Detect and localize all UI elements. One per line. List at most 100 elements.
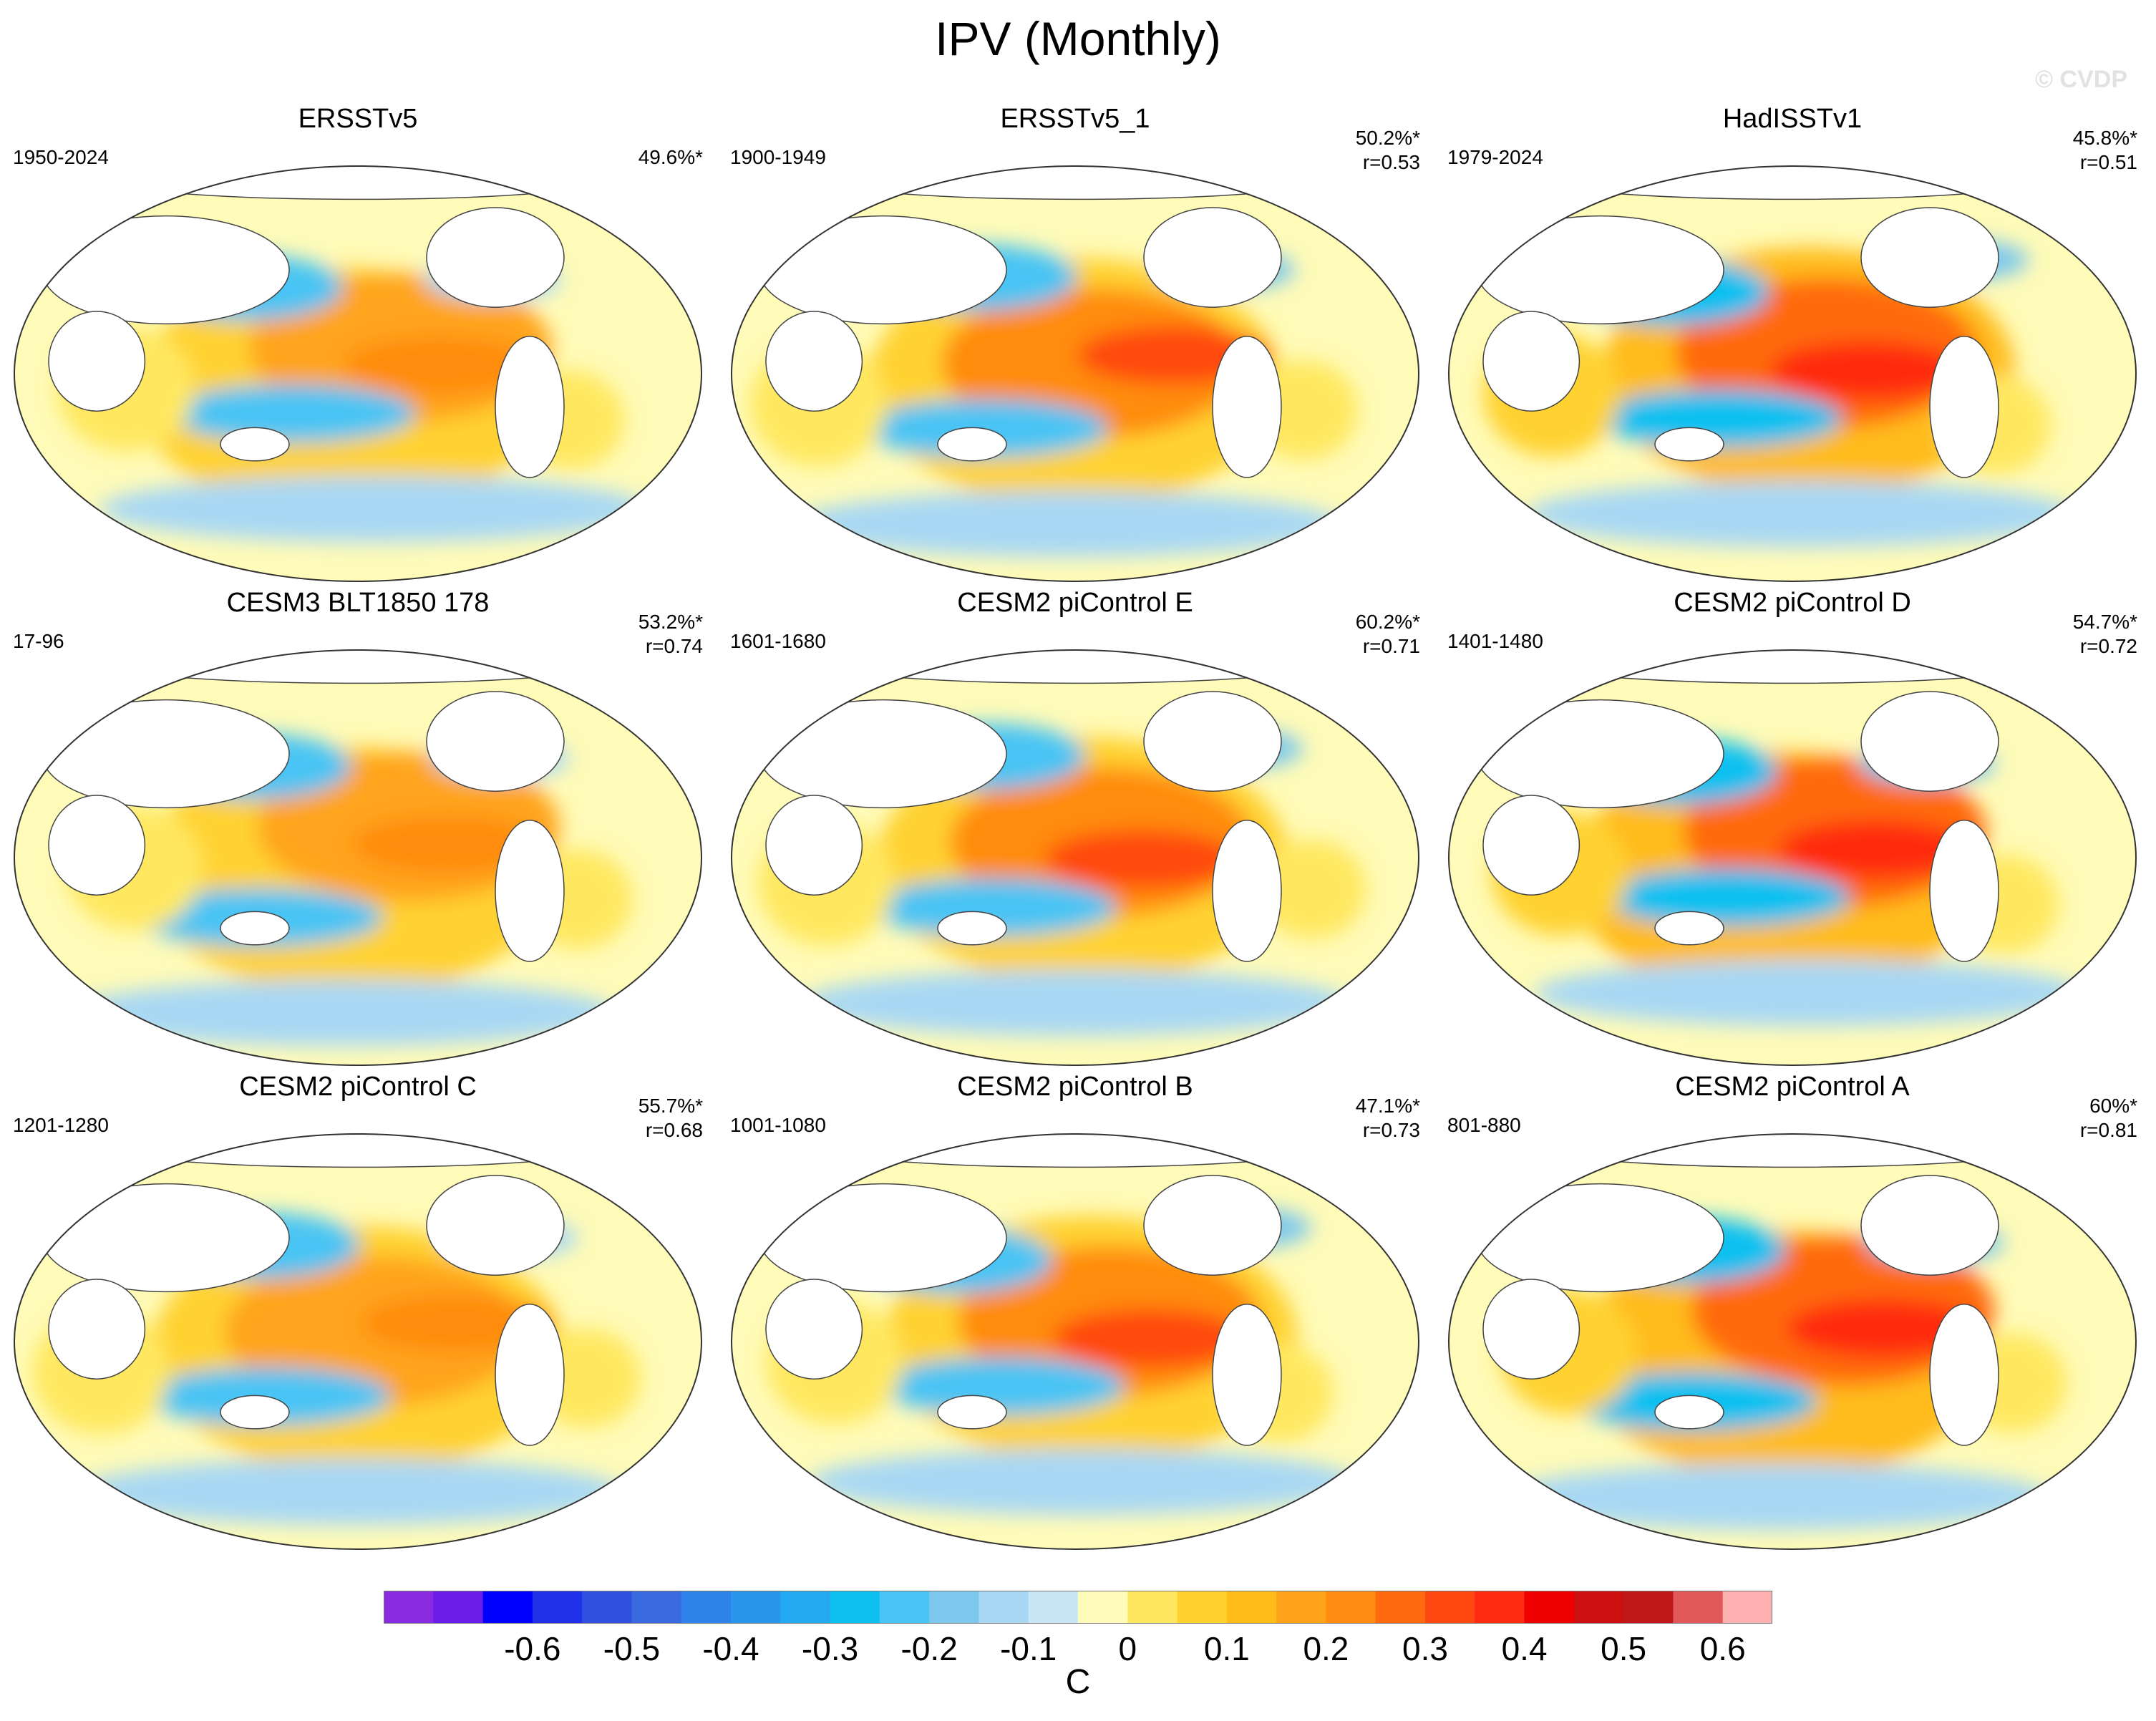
continent	[1482, 311, 1580, 412]
colorbar-swatch	[1276, 1591, 1326, 1624]
continent	[1482, 795, 1580, 896]
continent	[1212, 1304, 1282, 1446]
field-anomaly	[1044, 830, 1238, 888]
colorbar-tick-label: 0.2	[1303, 1630, 1349, 1667]
continent	[1517, 1134, 2068, 1168]
field-anomaly	[877, 1357, 1125, 1416]
continent	[82, 166, 633, 200]
colorbar-ticks: -0.6 -0.5 -0.4 -0.3 -0.2 -0.1 0 0.1 0.2 0.3 0.4 0.5…	[0, 1629, 2156, 1672]
colorbar-swatch	[681, 1591, 732, 1624]
colorbar-swatch	[1573, 1591, 1624, 1624]
field-anomaly	[99, 475, 650, 543]
panel-years: 1979-2024	[1447, 146, 1543, 168]
colorbar-tick-label: 0.1	[1203, 1630, 1250, 1667]
panel-years: 17-96	[13, 630, 64, 652]
panel-stats: 47.1%* r=0.73	[1356, 1094, 1420, 1143]
continent	[41, 1183, 290, 1293]
map-outline	[1448, 165, 2137, 582]
continent	[1475, 1183, 1724, 1293]
colorbar-swatch	[1078, 1591, 1128, 1624]
colorbar-swatch	[1375, 1591, 1426, 1624]
colorbar-swatch	[830, 1591, 880, 1624]
panel-years: 1900-1949	[730, 146, 826, 168]
continent	[495, 336, 565, 478]
panel-variance: 53.2%*	[638, 611, 703, 633]
field-anomaly	[66, 979, 616, 1047]
continent	[426, 691, 565, 792]
colorbar-tick-label: -0.2	[900, 1630, 958, 1667]
panel-title: CESM3 BLT1850 178	[226, 588, 490, 618]
colorbar-tick-label: -0.5	[603, 1630, 661, 1667]
panel-years: 1601-1680	[730, 630, 826, 652]
robinson-map	[14, 1133, 702, 1550]
continent	[1212, 820, 1282, 962]
continent	[1860, 1175, 1999, 1276]
colorbar-tick-label: 0	[1118, 1630, 1137, 1667]
figure-title: IPV (Monthly)	[935, 12, 1221, 65]
panel-correlation: r=0.74	[645, 635, 703, 657]
continent	[220, 427, 290, 462]
panel-correlation: r=0.68	[645, 1119, 703, 1141]
continent	[937, 911, 1007, 946]
continent	[1475, 699, 1724, 809]
continent	[495, 1304, 565, 1446]
panel-correlation: r=0.72	[2079, 635, 2137, 657]
field-anomaly	[1256, 839, 1367, 939]
map-panel: CESM2 piControl E 1601-1680 60.2%* r=0.71	[717, 587, 1433, 1074]
robinson-map	[1448, 165, 2137, 582]
field-anomaly	[1525, 480, 2076, 548]
colorbar-swatch	[532, 1591, 583, 1624]
colorbar-tick-label: -0.4	[702, 1630, 759, 1667]
panel-stats: 60%* r=0.81	[2080, 1094, 2137, 1143]
map-outline	[14, 649, 702, 1066]
panel-correlation: r=0.51	[2079, 151, 2137, 173]
field-anomaly	[808, 1448, 1359, 1516]
panel-variance: 50.2%*	[1355, 127, 1420, 149]
panel-correlation: r=0.73	[1362, 1119, 1420, 1141]
colorbar-tick-label: 0.6	[1699, 1630, 1746, 1667]
map-outline	[14, 165, 702, 582]
panel-variance: 60.2%*	[1355, 611, 1420, 633]
colorbar-swatch	[1673, 1591, 1724, 1624]
panel-years: 1950-2024	[13, 146, 109, 168]
panel-stats: 53.2%* r=0.74	[638, 610, 703, 659]
continent	[1654, 427, 1724, 462]
continent	[1143, 207, 1282, 308]
panel-stats: 55.7%* r=0.68	[638, 1094, 703, 1143]
continent	[41, 699, 290, 809]
panel-variance: 60%*	[2089, 1095, 2137, 1117]
colorbar-swatch	[1226, 1591, 1277, 1624]
field-anomaly	[1787, 1299, 1980, 1358]
robinson-map	[1448, 649, 2137, 1066]
field-anomaly	[344, 336, 537, 394]
colorbar-swatch	[1623, 1591, 1674, 1624]
map-outline	[731, 649, 1419, 1066]
continent	[1212, 336, 1282, 478]
field-anomaly	[1778, 820, 1971, 878]
panel-title: CESM2 piControl A	[1675, 1072, 1910, 1102]
continent	[82, 1134, 633, 1168]
panel-stats: 50.2%* r=0.53	[1356, 126, 1420, 175]
continent	[220, 911, 290, 946]
field-anomaly	[74, 1458, 625, 1526]
panel-stats: 49.6%*	[638, 146, 703, 169]
colorbar-swatch	[1127, 1591, 1178, 1624]
panel-years: 1401-1480	[1447, 630, 1543, 652]
field-anomaly	[800, 969, 1350, 1037]
map-panel: CESM2 piControl A 801-880 60%* r=0.81	[1434, 1071, 2150, 1558]
map-panel: CESM2 piControl C 1201-1280 55.7%* r=0.68	[0, 1071, 716, 1558]
robinson-map	[731, 649, 1419, 1066]
continent	[41, 215, 290, 325]
continent	[765, 795, 863, 896]
panel-title: CESM2 piControl C	[239, 1072, 477, 1102]
field-anomaly	[1053, 1309, 1246, 1367]
continent	[495, 820, 565, 962]
field-anomaly	[1534, 959, 2084, 1027]
continent	[48, 311, 146, 412]
colorbar-swatch	[780, 1591, 831, 1624]
panel-title: CESM2 piControl D	[1674, 588, 1911, 618]
panel-years: 1201-1280	[13, 1114, 109, 1136]
map-outline	[731, 165, 1419, 582]
continent	[1654, 1395, 1724, 1430]
panel-title: CESM2 piControl E	[957, 588, 1193, 618]
